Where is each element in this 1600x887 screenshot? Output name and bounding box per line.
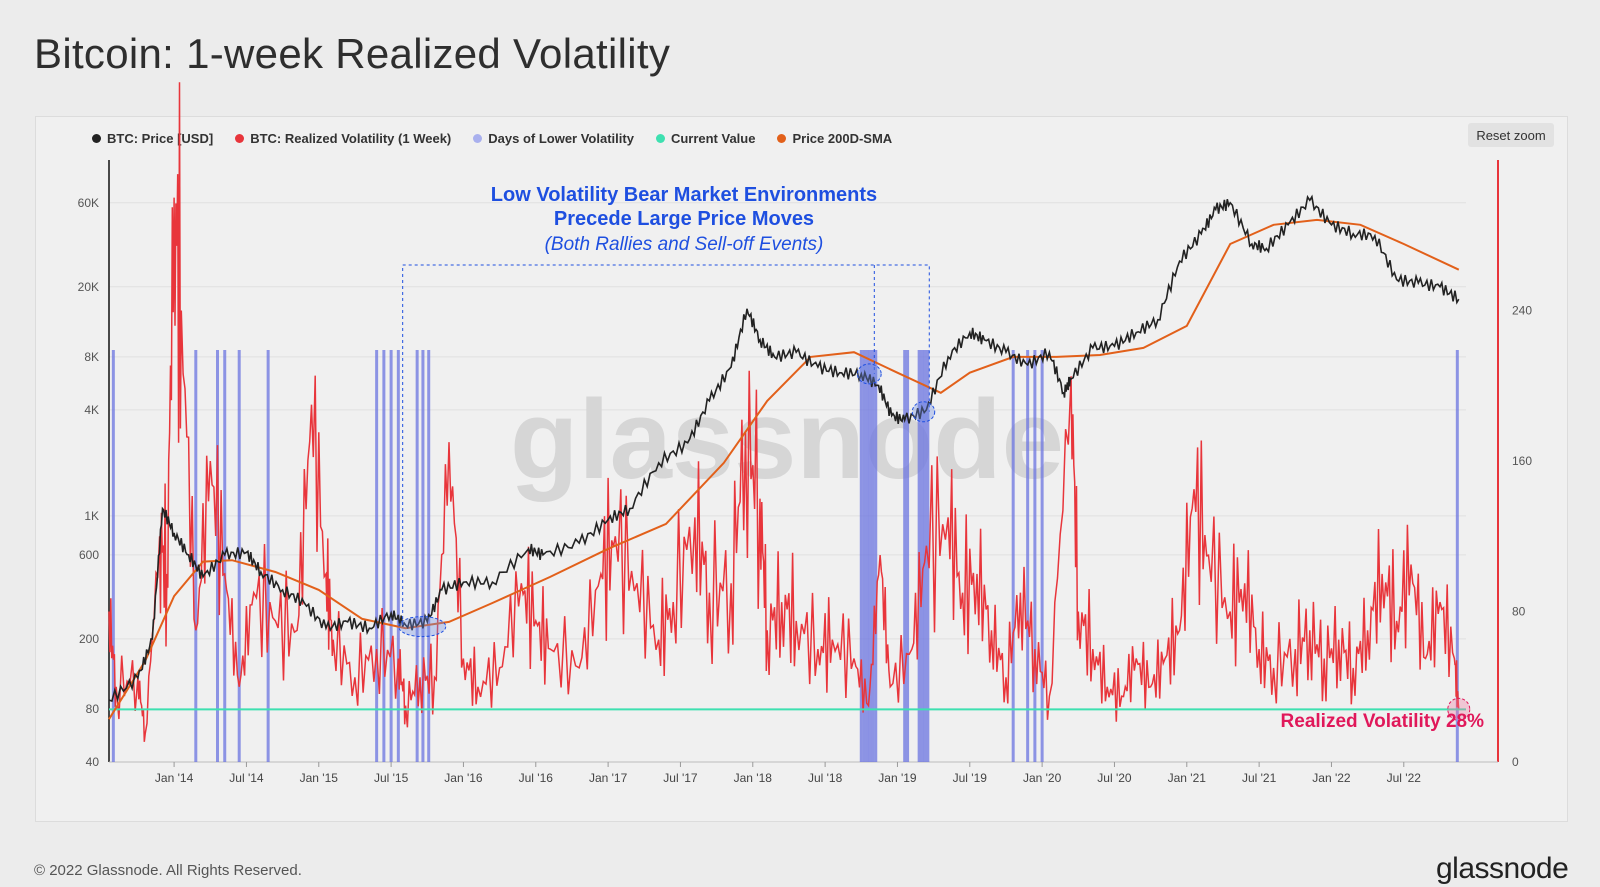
lower-vol-day-bar [865, 350, 869, 762]
legend-item-sma[interactable]: Price 200D-SMA [777, 131, 892, 146]
y-tick-label: 8K [84, 350, 99, 364]
legend-dot-icon [235, 133, 245, 143]
x-tick-label: Jan '18 [734, 771, 773, 785]
current-value-label: Realized Volatility 28% [1281, 711, 1485, 732]
y-tick-label: 200 [79, 632, 99, 646]
chart-legend: BTC: Price [USD] BTC: Realized Volatilit… [92, 128, 892, 148]
annotation-line-3: (Both Rallies and Sell-off Events) [545, 234, 824, 255]
legend-label: BTC: Realized Volatility (1 Week) [250, 130, 452, 146]
sma-series-line [108, 218, 1460, 720]
watermark-text: glassnode [510, 377, 1064, 502]
y-tick-label: 40 [86, 755, 100, 769]
legend-dot-icon [655, 133, 665, 143]
y-tick-label: 1K [84, 509, 99, 523]
x-tick-label: Jan '21 [1168, 771, 1207, 785]
lower-vol-day-bar [266, 350, 270, 762]
current-value-marker [1447, 697, 1471, 721]
x-tick-label: Jul '18 [808, 771, 843, 785]
legend-item-current-value[interactable]: Current Value [655, 130, 756, 146]
x-tick-label: Jan '15 [300, 771, 339, 785]
x-tick-label: Jan '16 [444, 771, 483, 785]
lower-vol-day-bar [906, 350, 910, 762]
lower-vol-day-bar [1040, 350, 1044, 762]
lower-vol-day-bar [389, 350, 393, 762]
lower-vol-day-bar [1026, 350, 1030, 762]
legend-item-volatility[interactable]: BTC: Realized Volatility (1 Week) [235, 131, 451, 146]
lower-vol-day-bar [415, 350, 419, 762]
x-tick-label: Jan '14 [155, 771, 194, 785]
page-title: Bitcoin: 1-week Realized Volatility [34, 30, 671, 77]
lower-vol-day-bar [111, 350, 115, 762]
lower-vol-day-bar [903, 350, 907, 762]
legend-dot-icon [473, 133, 483, 143]
x-tick-label: Jul '19 [953, 771, 988, 785]
x-tick-label: Jan '19 [878, 771, 917, 785]
lower-vol-day-bar [859, 350, 863, 762]
lower-vol-day-bar [194, 350, 198, 762]
legend-label: BTC: Price [USD] [107, 130, 214, 146]
x-tick-label: Jul '22 [1387, 771, 1422, 785]
x-tick-label: Jul '16 [519, 771, 554, 785]
x-tick-label: Jul '17 [663, 771, 698, 785]
lower-vol-day-bar [216, 350, 220, 762]
price-series-line [108, 194, 1460, 703]
y-right-tick-label: 160 [1512, 454, 1532, 468]
x-tick-label: Jul '14 [229, 771, 264, 785]
chart-panel [35, 116, 1568, 822]
y-tick-label: 4K [84, 403, 99, 417]
legend-item-lower-vol-days[interactable]: Days of Lower Volatility [473, 131, 634, 146]
lower-vol-day-bar [375, 350, 379, 762]
lower-vol-day-bar [396, 350, 400, 762]
lower-vol-day-bar [382, 350, 386, 762]
y-right-tick-label: 240 [1512, 304, 1532, 318]
y-tick-label: 20K [78, 280, 99, 294]
lower-vol-day-bar [1455, 350, 1459, 762]
legend-label: Current Value [670, 130, 756, 146]
lower-vol-day-bar [421, 350, 425, 762]
y-right-tick-label: 0 [1512, 755, 1519, 769]
x-tick-label: Jul '21 [1242, 771, 1277, 785]
footer-copyright: © 2022 Glassnode. All Rights Reserved. [34, 862, 302, 879]
lower-vol-day-bar [920, 350, 924, 762]
legend-label: Price 200D-SMA [792, 130, 893, 146]
lower-vol-day-bar [862, 350, 866, 762]
x-tick-label: Jan '20 [1023, 771, 1062, 785]
legend-dot-icon [777, 133, 787, 143]
volatility-series-line [108, 82, 1460, 742]
x-tick-label: Jan '22 [1312, 771, 1351, 785]
x-tick-label: Jan '17 [589, 771, 628, 785]
highlight-ellipse [398, 616, 447, 638]
reset-zoom-button[interactable]: Reset zoom [1468, 123, 1554, 147]
annotation-line-2: Precede Large Price Moves [554, 208, 814, 230]
lower-vol-day-bar [871, 350, 875, 762]
lower-vol-day-bar [1033, 350, 1037, 762]
lower-vol-day-bar [874, 350, 878, 762]
footer-brand-logo: glassnode [1436, 852, 1569, 885]
annotation-line-1: Low Volatility Bear Market Environments [491, 184, 877, 206]
legend-dot-icon [92, 133, 101, 143]
x-tick-label: Jul '15 [374, 771, 409, 785]
legend-item-price[interactable]: BTC: Price [USD] [92, 131, 213, 146]
y-tick-label: 600 [79, 548, 99, 562]
y-tick-label: 80 [86, 702, 100, 716]
highlight-ellipse [911, 401, 936, 423]
legend-label: Days of Lower Volatility [488, 130, 634, 146]
y-tick-label: 60K [78, 196, 99, 210]
x-tick-label: Jul '20 [1097, 771, 1132, 785]
highlight-ellipse [856, 363, 882, 385]
y-right-tick-label: 80 [1512, 605, 1526, 619]
lower-vol-day-bar [868, 350, 872, 762]
lower-vol-day-bar [427, 350, 431, 762]
lower-vol-day-bar [1011, 350, 1015, 762]
